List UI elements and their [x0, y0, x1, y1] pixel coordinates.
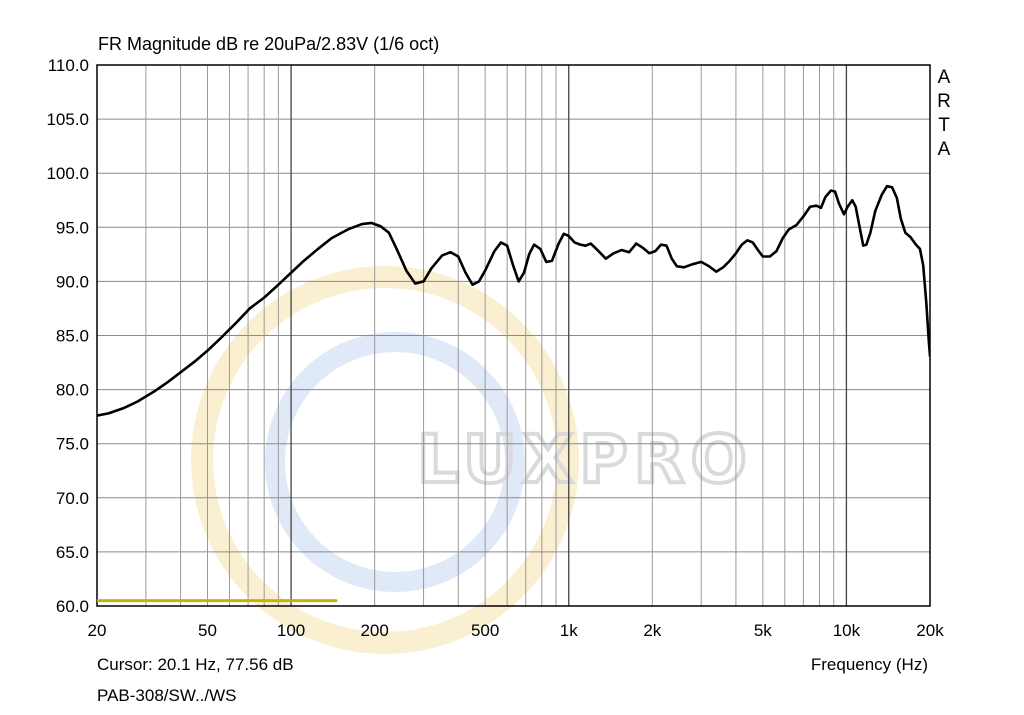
watermark-text: LUXPRO	[417, 421, 752, 498]
y-tick-label: 65.0	[56, 543, 89, 562]
model-label: PAB-308/SW../WS	[97, 686, 237, 705]
x-tick-labels: 20 50 100 200 500 1k 2k 5k 10k 20k	[88, 621, 945, 640]
x-tick-label: 100	[277, 621, 305, 640]
x-tick-label: 5k	[754, 621, 772, 640]
brand-letter: T	[938, 115, 950, 136]
y-tick-label: 80.0	[56, 381, 89, 400]
series-group	[97, 184, 930, 603]
x-tick-label: 10k	[833, 621, 861, 640]
cursor-readout: Cursor: 20.1 Hz, 77.56 dB	[97, 655, 294, 674]
y-tick-label: 105.0	[46, 110, 89, 129]
x-tick-label: 20k	[916, 621, 944, 640]
y-tick-label: 70.0	[56, 489, 89, 508]
x-tick-label: 2k	[643, 621, 661, 640]
x-tick-label: 1k	[560, 621, 578, 640]
magnitude-series-line	[97, 184, 930, 417]
y-tick-label: 110.0	[48, 56, 89, 75]
y-tick-label: 100.0	[46, 164, 89, 183]
brand-letter: R	[937, 91, 951, 112]
x-tick-label: 500	[471, 621, 499, 640]
brand-letter: A	[937, 139, 951, 160]
brand-label: A R T A	[934, 66, 954, 162]
y-tick-labels: 60.0 65.0 70.0 75.0 80.0 85.0 90.0 95.0 100.0 105…	[46, 56, 89, 616]
y-tick-label: 75.0	[56, 435, 89, 454]
brand-letter: A	[937, 67, 951, 88]
x-tick-label: 50	[198, 621, 217, 640]
y-tick-label: 95.0	[56, 218, 89, 237]
chart-title: FR Magnitude dB re 20uPa/2.83V (1/6 oct)	[98, 34, 440, 54]
watermark-logo: LUXPRO	[191, 266, 752, 654]
y-tick-label: 60.0	[56, 597, 89, 616]
x-axis-label: Frequency (Hz)	[810, 655, 928, 674]
plot-frame	[96, 64, 931, 607]
y-tick-label: 90.0	[56, 272, 89, 291]
x-tick-label: 20	[88, 621, 107, 640]
x-tick-label: 200	[360, 621, 388, 640]
y-tick-label: 85.0	[56, 327, 89, 346]
